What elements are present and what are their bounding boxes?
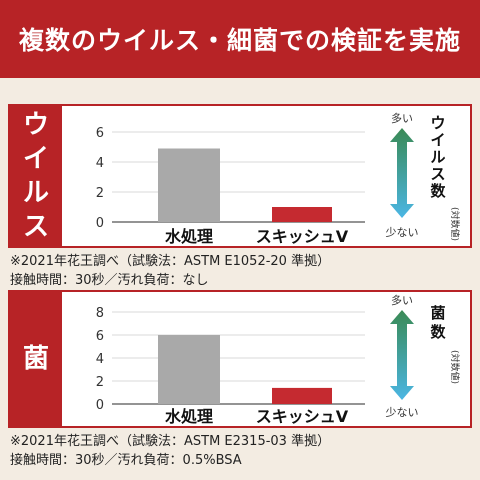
arrow-bottom-label: 少ない [386,406,419,419]
bacteria-note-line: 接触時間：30秒／汚れ負荷：0.5%BSA [10,453,242,468]
side-label-char: ウ [22,110,49,140]
side-label-char: 菌 [22,344,49,374]
category-label: 水処理 [165,227,213,246]
arrow-top-label: 多い [391,293,413,307]
bar-water [158,335,220,404]
y-tick-label: 6 [96,126,104,141]
y-tick-label: 4 [96,352,104,367]
arrow-top-label: 多い [391,111,413,125]
side-label-char: ス [22,212,49,242]
bacteria-panel: 菌 0 2 4 6 8 水処理 スキッシュV 多い 少ない菌数 (対数値) [8,290,472,428]
y-tick-label: 0 [96,216,104,231]
double-arrow-icon [390,128,414,218]
category-label: スキッシュV [256,227,349,246]
category-label: スキッシュV [256,407,349,426]
axis-title-char: ル [430,148,445,166]
virus-panel: ウイルス 0 2 4 6 水処理 スキッシュV 多い 少ないウイルス数 (対数値) [8,104,472,248]
page-title: 複数のウイルス・細菌での検証を実施 [0,0,480,78]
virus-side-label: ウイルス [10,106,62,246]
axis-title-char: 菌 [430,304,445,322]
y-tick-label: 0 [96,398,104,413]
side-label-char: イ [22,144,49,174]
bar-water [158,148,220,222]
arrow-bottom-label: 少ない [386,226,419,239]
category-label: 水処理 [165,407,213,426]
y-tick-label: 8 [96,306,104,321]
virus-note-line: ※2021年花王調べ（試験法：ASTM E1052-20 準拠） [10,254,331,269]
axis-title-char: 数 [430,182,446,200]
bacteria-side-label: 菌 [10,292,62,426]
y-tick-label: 6 [96,329,104,344]
axis-note: (対数値) [449,207,461,241]
bar-product [272,207,332,222]
side-label-char: ル [22,178,49,208]
axis-title-char: イ [430,131,445,149]
y-tick-label: 2 [96,186,104,201]
page-title-text: 複数のウイルス・細菌での検証を実施 [18,26,461,55]
y-tick-label: 2 [96,375,104,390]
double-arrow-icon [390,310,414,400]
virus-note-line: 接触時間：30秒／汚れ負荷：なし [10,273,209,288]
bar-product [272,387,332,404]
axis-title-char: 数 [430,323,446,341]
bacteria-notes: ※2021年花王調べ（試験法：ASTM E2315-03 準拠） 接触時間：30… [10,432,330,470]
axis-title-char: ウ [430,114,445,132]
axis-note: (対数値) [449,350,461,384]
axis-title-char: ス [430,165,445,183]
y-tick-label: 4 [96,156,104,171]
virus-notes: ※2021年花王調べ（試験法：ASTM E1052-20 準拠） 接触時間：30… [10,252,330,290]
bacteria-note-line: ※2021年花王調べ（試験法：ASTM E2315-03 準拠） [10,434,331,449]
